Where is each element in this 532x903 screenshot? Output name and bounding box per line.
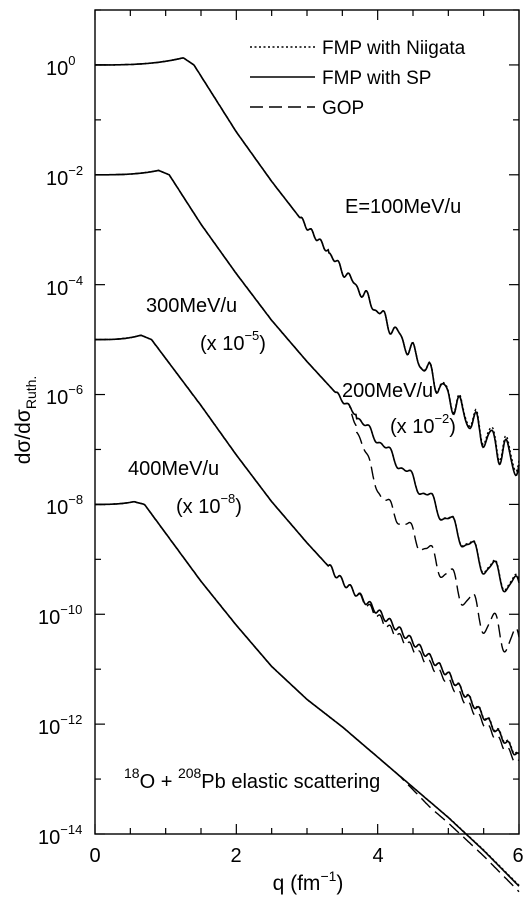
y-tick-label-0: 100: [46, 53, 75, 80]
label-400mev-scale: (x 10−8): [176, 491, 242, 518]
label-300mev: 300MeV/u: [146, 295, 237, 317]
y-tick-label-3: 10−6: [46, 382, 83, 409]
y-tick-labels: 100 10−2 10−4 10−6 10−8 10−10 10−12 10−1…: [38, 53, 83, 849]
series-lines: [95, 57, 520, 893]
label-reaction: 18O + 208Pb elastic scattering: [124, 765, 380, 793]
x-tick-labels: 0 2 4 6: [89, 845, 523, 867]
series-line-sp-2: [95, 334, 520, 756]
y-tick-label-2: 10−4: [46, 273, 83, 300]
x-tick-label-3: 6: [512, 845, 523, 867]
legend-label-gop: GOP: [322, 98, 364, 119]
label-100mev: E=100MeV/u: [345, 196, 461, 218]
legend: FMP with Niigata FMP with SP GOP: [250, 38, 466, 119]
label-400mev: 400MeV/u: [128, 458, 219, 480]
annotations: E=100MeV/u 200MeV/u (x 10−2) 300MeV/u (x…: [124, 196, 461, 793]
label-300mev-scale: (x 10−5): [200, 328, 266, 355]
y-tick-label-4: 10−8: [46, 492, 83, 519]
label-200mev-scale: (x 10−2): [390, 411, 456, 438]
y-axis-title: dσ/dσRuth.: [12, 376, 39, 465]
legend-label-niigata: FMP with Niigata: [322, 38, 466, 59]
x-tick-label-0: 0: [89, 845, 100, 867]
series-line-sp-3: [95, 500, 520, 887]
y-tick-label-7: 10−14: [38, 822, 82, 849]
x-tick-label-2: 4: [372, 845, 383, 867]
y-tick-label-5: 10−10: [38, 602, 82, 629]
x-tick-label-1: 2: [230, 845, 241, 867]
series-line-sp-0: [95, 57, 520, 477]
x-axis-title: q (fm−1): [273, 868, 344, 895]
legend-label-sp: FMP with SP: [322, 68, 431, 89]
y-tick-label-1: 10−2: [46, 163, 83, 190]
y-tick-label-6: 10−12: [38, 712, 82, 739]
label-200mev: 200MeV/u: [342, 380, 433, 402]
series-line-sp-1: [95, 169, 520, 593]
